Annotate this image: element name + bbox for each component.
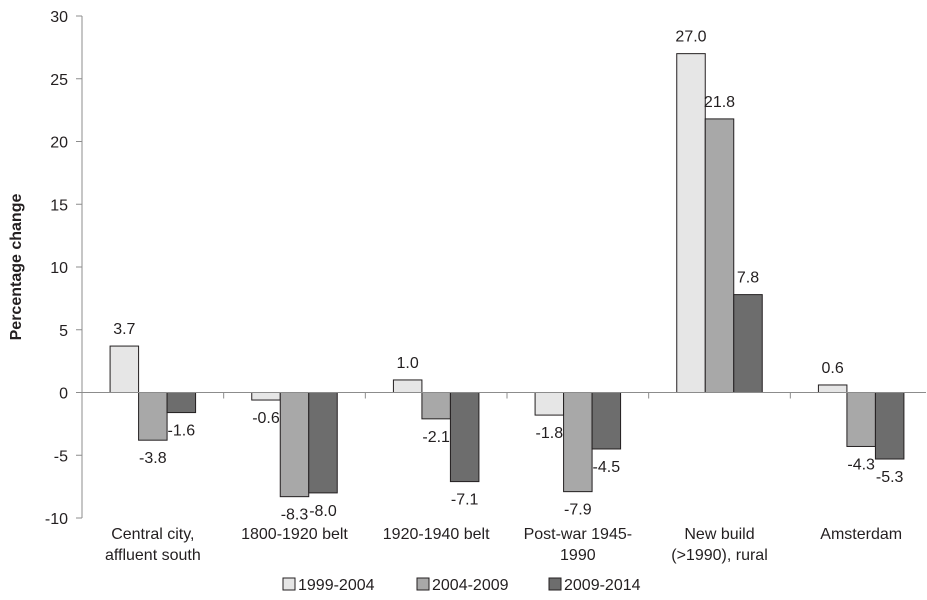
y-tick-label: 10	[50, 260, 68, 277]
legend-swatch	[416, 577, 430, 591]
category-label: 1800-1920 belt	[241, 526, 348, 543]
bar-1999-2004-0	[109, 345, 140, 394]
data-label: -0.6	[252, 410, 280, 427]
bar-2004-2009-2	[421, 392, 451, 420]
category-label: Amsterdam	[820, 526, 902, 543]
data-label: -1.8	[536, 425, 564, 442]
data-label: -4.3	[847, 456, 875, 473]
category-label: New build (>1990), rural	[671, 526, 768, 564]
bar-2004-2009-1	[279, 392, 310, 498]
y-axis-ticks: 30 25 20 15 10 5 0 -5 -10	[45, 9, 82, 528]
data-label: 7.8	[737, 270, 759, 287]
data-labels: 3.7 -0.6 1.0 -1.8 27.0 0.6 -3.8 -8.3 -2.1 -7.9 21.…	[113, 29, 903, 524]
data-label: -8.3	[281, 507, 309, 524]
data-label: -7.9	[564, 502, 592, 519]
category-label: Post-war 1945-1990	[524, 526, 633, 564]
y-tick-label: 25	[50, 72, 68, 89]
legend-label: 2004-2009	[432, 577, 509, 594]
data-label: -1.6	[168, 423, 196, 440]
data-label: -4.5	[593, 459, 621, 476]
data-label: -7.1	[451, 492, 479, 509]
y-tick-label: -10	[45, 511, 68, 528]
data-label: 27.0	[675, 29, 706, 46]
bar-2009-2014-0	[166, 392, 197, 414]
category-labels: Central city, affluent south 1800-1920 bel…	[105, 526, 902, 564]
data-label: 21.8	[704, 94, 735, 111]
y-axis-label: Percentage change	[8, 194, 25, 341]
data-label: -3.8	[139, 450, 167, 467]
axes	[81, 16, 926, 518]
bar-1999-2004-5	[817, 384, 848, 394]
bar-2004-2009-0	[138, 392, 168, 441]
x-axis-tick-marks	[223, 392, 791, 399]
bar-2004-2009-4	[704, 118, 735, 393]
y-tick-label: -5	[54, 448, 68, 465]
bar-2004-2009-5	[846, 392, 876, 447]
bar-1999-2004-3	[534, 392, 565, 416]
legend: 1999-2004 2004-2009 2009-2014	[282, 577, 641, 594]
y-tick-label: 20	[50, 135, 68, 152]
y-tick-label: 5	[59, 323, 68, 340]
y-tick-label: 15	[50, 197, 68, 214]
bar-1999-2004-2	[392, 379, 423, 394]
data-label: -5.3	[876, 469, 904, 486]
y-tick-label: 0	[59, 386, 68, 403]
data-label: -8.0	[309, 503, 337, 520]
bars	[109, 53, 905, 498]
bar-1999-2004-1	[251, 392, 281, 401]
bar-2009-2014-5	[874, 392, 905, 460]
bar-2009-2014-3	[591, 392, 622, 450]
category-label: Central city, affluent south	[105, 526, 201, 564]
legend-label: 1999-2004	[298, 577, 375, 594]
y-tick-label: 30	[50, 9, 68, 26]
bar-2004-2009-3	[563, 392, 593, 493]
category-label: 1920-1940 belt	[383, 526, 490, 543]
data-label: 0.6	[822, 360, 844, 377]
legend-swatch	[548, 577, 562, 591]
bar-2009-2014-4	[733, 294, 763, 393]
legend-swatch	[282, 577, 296, 591]
data-label: 3.7	[113, 321, 135, 338]
bar-2009-2014-1	[308, 392, 338, 494]
data-label: 1.0	[397, 355, 419, 372]
legend-label: 2009-2014	[564, 577, 641, 594]
data-label: -2.1	[422, 429, 450, 446]
bar-2009-2014-2	[449, 392, 480, 483]
bar-1999-2004-4	[676, 53, 706, 394]
